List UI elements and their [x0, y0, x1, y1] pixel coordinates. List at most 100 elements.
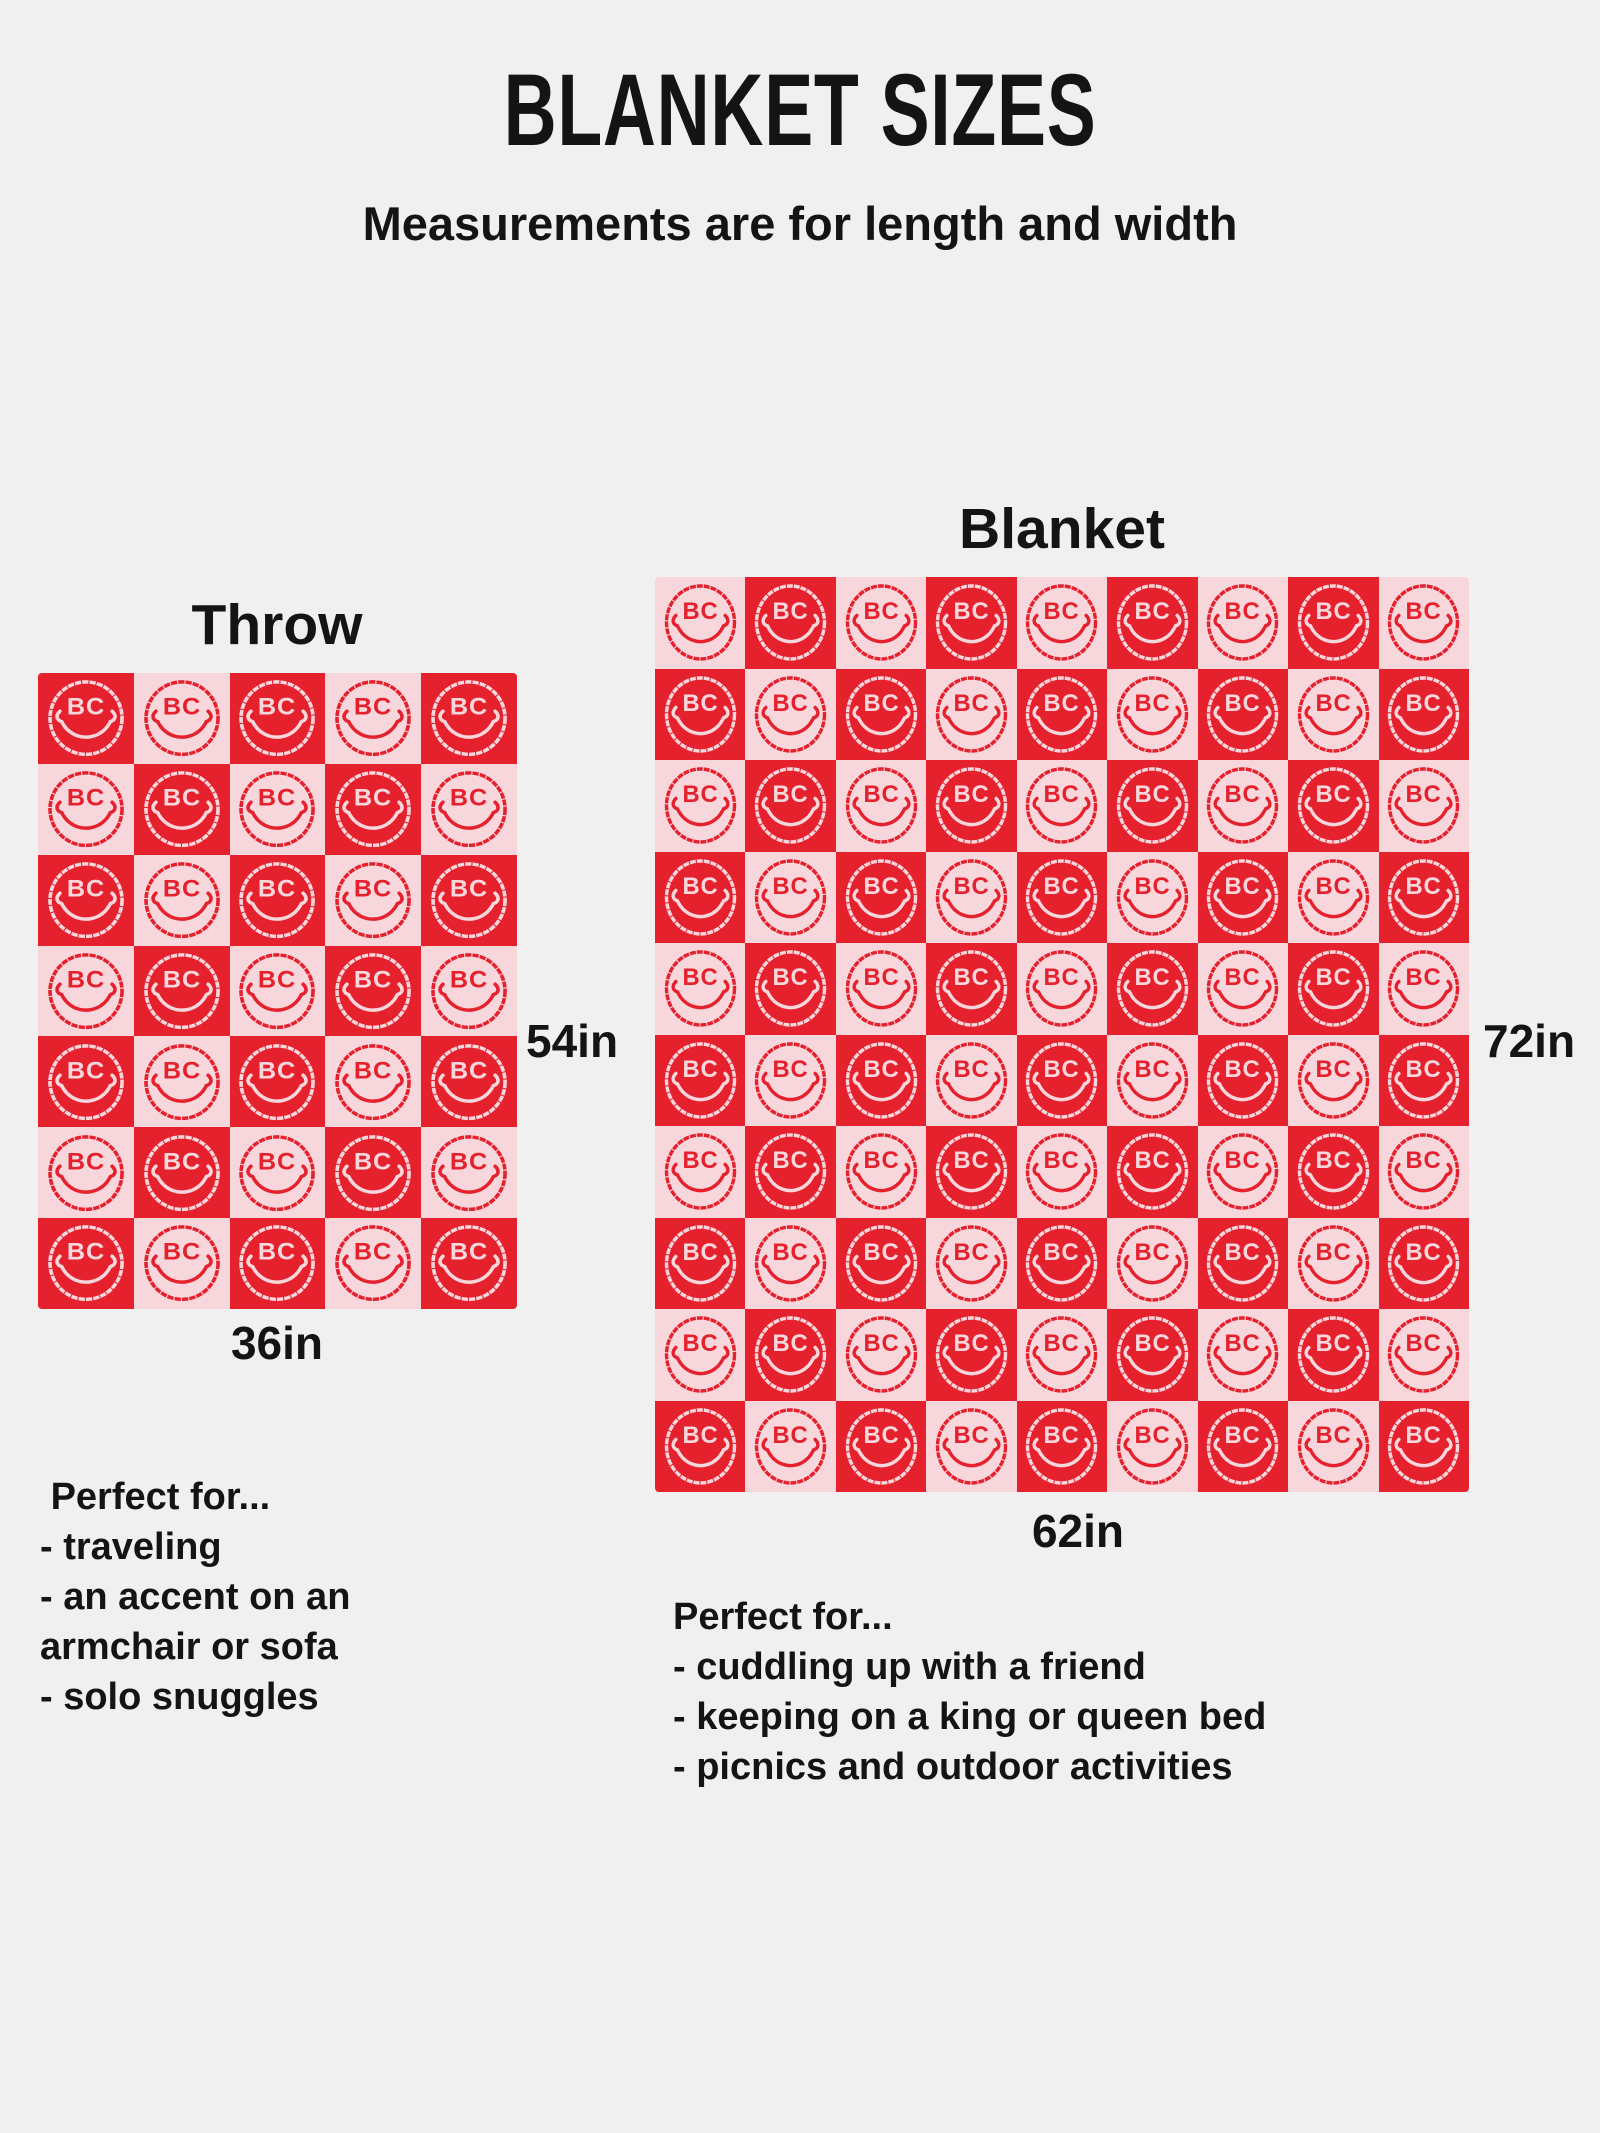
red-check-square: BC [1016, 1400, 1108, 1492]
svg-text:BC: BC [863, 690, 899, 717]
bc-smiley-icon: BC [1388, 584, 1460, 661]
svg-text:BC: BC [1225, 1056, 1261, 1083]
bc-smiley-icon: BC [754, 1133, 827, 1210]
bc-smiley-icon: BC [143, 1043, 220, 1120]
pink-check-square: BC [926, 1034, 1017, 1126]
pink-check-square: BC [38, 945, 134, 1037]
bc-smiley-icon: BC [48, 771, 124, 848]
svg-text:BC: BC [1315, 1239, 1351, 1266]
bc-smiley-icon: BC [1297, 584, 1370, 661]
svg-text:BC: BC [354, 1058, 392, 1084]
red-check-square: BC [926, 943, 1017, 1035]
bc-smiley-icon: BC [1388, 1407, 1460, 1485]
red-check-square: BC [1378, 1400, 1469, 1492]
svg-text:BC: BC [773, 1239, 809, 1266]
bc-smiley-icon: BC [48, 953, 124, 1029]
bc-smiley-icon: BC [143, 1134, 220, 1211]
pink-check-square: BC [1378, 760, 1469, 852]
svg-text:BC: BC [1134, 1422, 1170, 1449]
bc-smiley-icon: BC [664, 1041, 736, 1119]
bc-smiley-icon: BC [431, 1225, 507, 1302]
red-check-square: BC [1378, 1217, 1469, 1309]
pink-check-square: BC [655, 1309, 746, 1401]
svg-text:BC: BC [1134, 873, 1170, 900]
svg-text:BC: BC [1315, 1056, 1351, 1083]
bc-smiley-icon: BC [1026, 1224, 1098, 1302]
bc-smiley-icon: BC [239, 953, 316, 1029]
svg-text:BC: BC [1315, 1330, 1351, 1357]
bc-smiley-icon: BC [935, 1316, 1008, 1393]
svg-text:BC: BC [258, 1240, 296, 1266]
bc-smiley-icon: BC [143, 771, 220, 848]
bc-smiley-icon: BC [335, 1225, 412, 1302]
pink-check-square: BC [926, 668, 1017, 760]
svg-text:BC: BC [1044, 1239, 1080, 1266]
svg-text:BC: BC [1134, 690, 1170, 717]
pink-check-square: BC [1288, 668, 1379, 760]
bc-smiley-icon: BC [664, 584, 736, 661]
pink-check-square: BC [1288, 1400, 1379, 1492]
svg-text:BC: BC [67, 1149, 105, 1175]
svg-text:BC: BC [1044, 1422, 1080, 1449]
red-check-square: BC [325, 1127, 422, 1219]
svg-text:BC: BC [1315, 781, 1351, 808]
red-check-square: BC [835, 1034, 927, 1126]
svg-text:BC: BC [1406, 781, 1442, 808]
bc-smiley-icon: BC [1026, 950, 1098, 1027]
svg-text:BC: BC [1134, 1330, 1170, 1357]
bc-smiley-icon: BC [1026, 1407, 1098, 1485]
red-check-square: BC [229, 854, 326, 946]
red-check-square: BC [835, 1217, 927, 1309]
svg-text:BC: BC [450, 785, 488, 811]
red-check-square: BC [38, 673, 134, 764]
red-check-square: BC [1197, 851, 1289, 943]
red-check-square: BC [133, 1127, 230, 1219]
bc-smiley-icon: BC [431, 1134, 507, 1211]
svg-text:BC: BC [954, 690, 990, 717]
red-check-square: BC [1378, 668, 1469, 760]
bc-smiley-icon: BC [1207, 1407, 1279, 1485]
bc-smiley-icon: BC [935, 1407, 1008, 1485]
bc-smiley-icon: BC [335, 680, 412, 757]
svg-text:BC: BC [954, 964, 990, 991]
svg-text:BC: BC [1044, 690, 1080, 717]
svg-text:BC: BC [954, 1239, 990, 1266]
bc-smiley-icon: BC [1207, 1224, 1279, 1302]
svg-text:BC: BC [682, 964, 718, 991]
pink-check-square: BC [835, 760, 927, 852]
pink-check-square: BC [835, 1309, 927, 1401]
throw-blanket-image: BC BC BC BC BC BC BC BC BC BC BC BC BC BC BC BC BC BC BC BC… [38, 673, 517, 1309]
blanket-perfect-for-heading: Perfect for... [673, 1596, 893, 1638]
red-check-square: BC [655, 1217, 746, 1309]
svg-text:BC: BC [1225, 1239, 1261, 1266]
bc-smiley-icon: BC [1297, 767, 1370, 844]
bc-smiley-icon: BC [1207, 1133, 1279, 1210]
svg-text:BC: BC [954, 1422, 990, 1449]
pink-check-square: BC [926, 851, 1017, 943]
bc-smiley-icon: BC [1297, 1224, 1370, 1302]
svg-text:BC: BC [1315, 1422, 1351, 1449]
red-check-square: BC [133, 945, 230, 1037]
pink-check-square: BC [133, 854, 230, 946]
red-check-square: BC [655, 668, 746, 760]
svg-text:BC: BC [863, 1147, 899, 1174]
pink-check-square: BC [1378, 943, 1469, 1035]
pink-check-square: BC [835, 577, 927, 669]
svg-text:BC: BC [682, 1422, 718, 1449]
bc-smiley-icon: BC [1297, 1133, 1370, 1210]
red-check-square: BC [1107, 943, 1198, 1035]
bc-smiley-icon: BC [1388, 1133, 1460, 1210]
svg-text:BC: BC [354, 876, 392, 902]
red-check-square: BC [38, 854, 134, 946]
pink-check-square: BC [926, 1217, 1017, 1309]
blanket-length-label: 72in [1483, 1015, 1576, 1067]
bc-smiley-icon: BC [1116, 950, 1189, 1027]
red-check-square: BC [1378, 851, 1469, 943]
throw-width-label: 36in [230, 1317, 324, 1369]
svg-text:BC: BC [954, 781, 990, 808]
perfect-for-item: - keeping on a king or queen bed [673, 1696, 1267, 1738]
red-check-square: BC [1107, 577, 1198, 669]
bc-smiley-icon: BC [664, 1133, 736, 1210]
bc-smiley-icon: BC [1026, 1316, 1098, 1393]
svg-text:BC: BC [258, 694, 296, 720]
